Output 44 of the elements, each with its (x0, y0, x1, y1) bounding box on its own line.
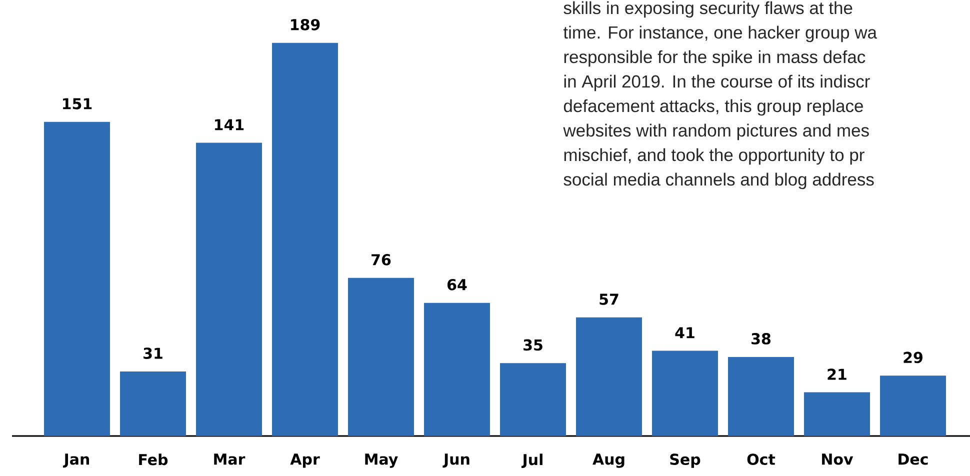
bar (880, 376, 946, 436)
data-label: 76 (372, 254, 391, 266)
data-label: 38 (752, 333, 770, 344)
bar (272, 42, 338, 436)
x-tick-label: Oct (747, 454, 776, 466)
x-tick-label: Jul (521, 454, 542, 468)
x-tick-label: Apr (290, 454, 320, 468)
x-tick-label: Dec (898, 454, 928, 465)
data-label: 151 (63, 98, 92, 110)
bar (804, 392, 870, 436)
text: skills in exposing security flaws at the (564, 1, 852, 18)
bar (424, 302, 490, 436)
annotation: defacement attacks, this group replace (564, 99, 863, 116)
data-label: 41 (675, 327, 694, 338)
bar (120, 372, 186, 436)
annotation: mischief, and took the opportunity to pr (564, 148, 864, 165)
bar (576, 317, 642, 436)
bar (44, 122, 110, 436)
annotation: social media channels and blog address (564, 172, 874, 190)
bar (728, 356, 794, 436)
x-tick-label: Sep (670, 454, 700, 468)
data-label: 29 (904, 352, 922, 364)
bar (652, 350, 718, 436)
x-tick-label: Jan (62, 454, 90, 468)
data-label: 64 (447, 278, 467, 290)
data-label: 21 (828, 368, 846, 380)
data-label: 141 (215, 119, 244, 130)
x-tick-label: Feb (139, 454, 168, 466)
x-tick-label: Nov (822, 454, 854, 465)
x-tick-label: Aug (592, 454, 624, 468)
data-label: 57 (600, 294, 618, 305)
bar (196, 142, 262, 436)
bar (500, 363, 566, 436)
bar (348, 278, 414, 436)
data-label: 35 (524, 339, 542, 351)
data-label: 31 (144, 348, 162, 359)
x-tick-label: Mar (214, 454, 246, 465)
annotation: in April 2019. In the course of its indiscr (564, 74, 870, 92)
annotation: responsible for the spike in mass defac (564, 50, 866, 67)
text: time. For instance, one hacker group wa (563, 26, 878, 42)
x-tick-label: Jun (442, 454, 470, 468)
x-tick-label: May (365, 454, 398, 468)
annotation: websites with random pictures and mes (563, 124, 869, 140)
data-label: 189 (291, 18, 320, 30)
